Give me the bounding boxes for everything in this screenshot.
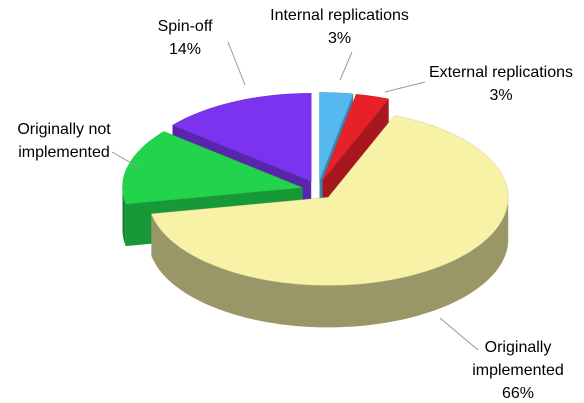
leader-line	[339, 51, 353, 81]
value-label: 14%	[168, 41, 202, 58]
slice-label: Originally implemented 66%	[462, 336, 574, 403]
value-label: 3%	[489, 87, 513, 104]
category-label: Internal replications	[270, 7, 409, 24]
leader-line	[111, 151, 141, 169]
slice	[171, 93, 312, 182]
category-label: External replications	[428, 64, 574, 81]
category-label: Spin-off	[157, 18, 213, 35]
slice	[319, 92, 354, 181]
slice-label: Spin-off 14%	[140, 15, 230, 61]
leader-line	[439, 317, 479, 351]
category-label: Originally not implemented	[17, 121, 111, 161]
slice-label: Originally not implemented	[12, 118, 116, 164]
slice	[322, 94, 390, 181]
category-label: Originally implemented	[472, 339, 564, 379]
value-label: 66%	[501, 385, 535, 402]
leader-line	[227, 41, 246, 86]
slice	[122, 131, 303, 205]
slice-side	[151, 197, 509, 328]
slice-label: External replications 3%	[418, 61, 584, 107]
slice	[151, 115, 509, 286]
slice-label: Internal replications 3%	[262, 4, 417, 50]
leader-line	[384, 81, 426, 93]
value-label: 3%	[327, 30, 352, 47]
